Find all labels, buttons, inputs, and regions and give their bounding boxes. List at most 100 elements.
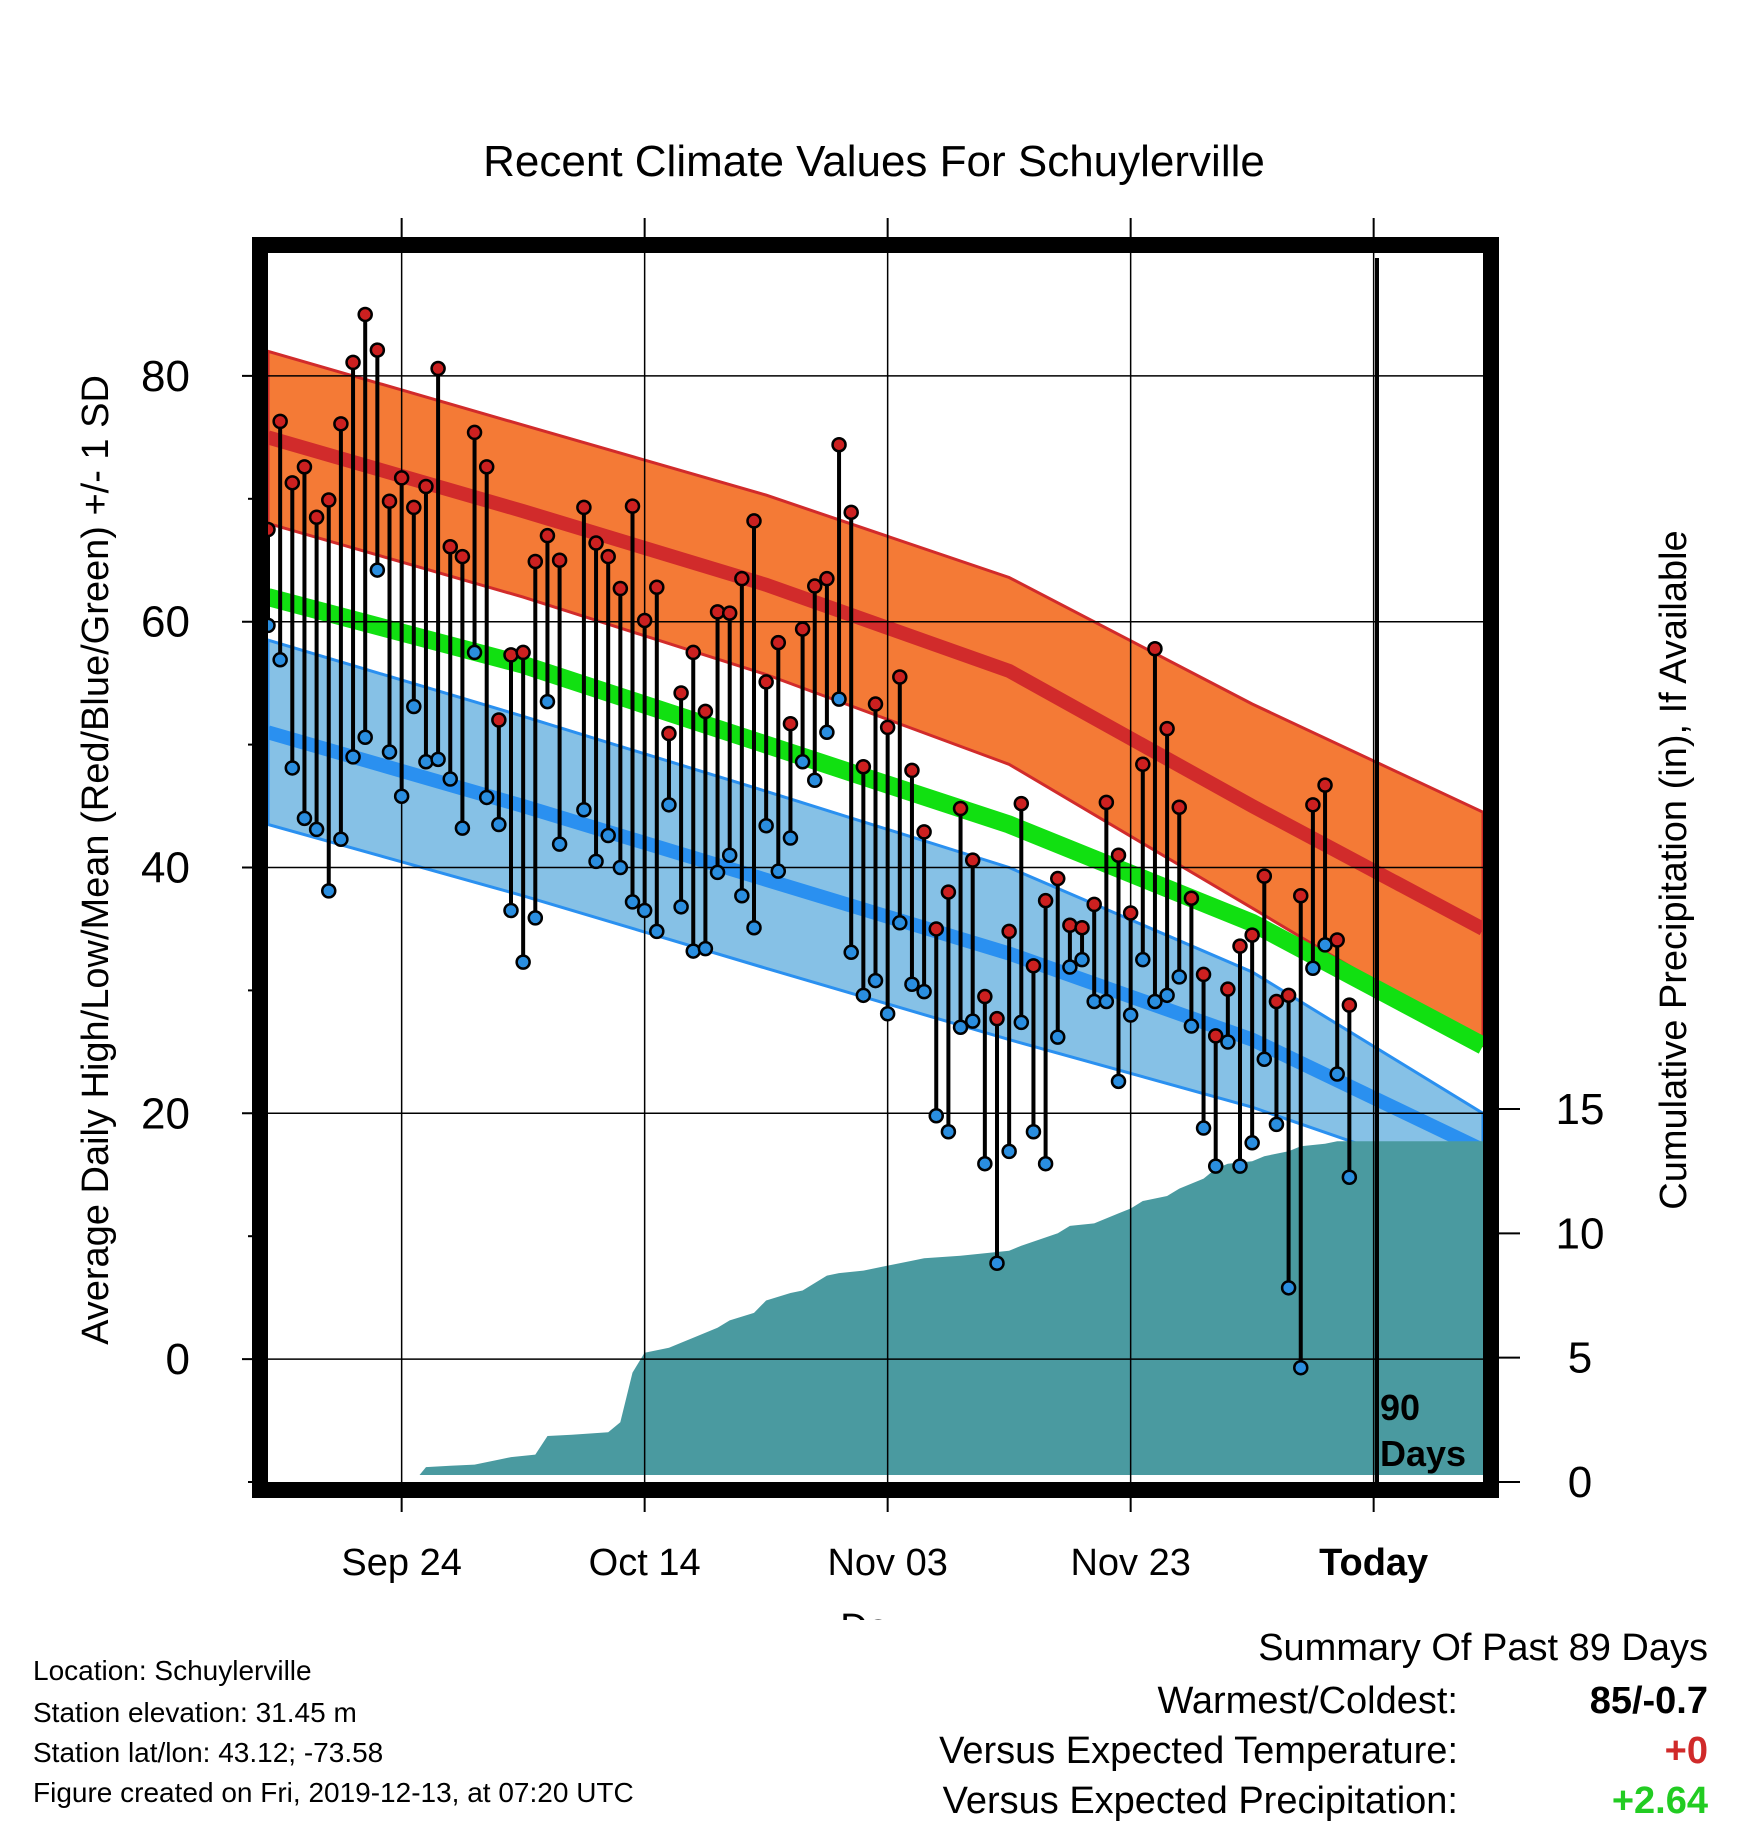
obs-low-point bbox=[1256, 1051, 1273, 1067]
obs-high-point bbox=[454, 548, 471, 565]
obs-low-point bbox=[430, 751, 446, 768]
obs-high-point bbox=[503, 647, 519, 663]
obs-high-point bbox=[612, 580, 629, 597]
obs-low-point bbox=[1135, 951, 1151, 968]
obs-high-point bbox=[673, 685, 689, 701]
obs-high-point bbox=[1122, 905, 1139, 921]
observations bbox=[260, 306, 1358, 1376]
precipitation-area bbox=[419, 1141, 1483, 1475]
obs-high-point bbox=[649, 579, 665, 596]
obs-high-point bbox=[284, 475, 301, 491]
obs-high-point bbox=[697, 703, 714, 720]
obs-low-point bbox=[1159, 987, 1175, 1004]
obs-low-point bbox=[393, 788, 410, 804]
obs-low-point bbox=[600, 827, 616, 844]
obs-low-point bbox=[1122, 1007, 1139, 1023]
obs-high-point bbox=[1110, 847, 1127, 863]
summary-temp-value: +0 bbox=[1664, 1730, 1708, 1772]
obs-high-point bbox=[576, 499, 592, 516]
obs-low-point bbox=[1037, 1155, 1054, 1172]
obs-high-point bbox=[685, 644, 701, 661]
x-axis-label: Day bbox=[840, 1607, 908, 1620]
obs-high-point bbox=[721, 605, 738, 621]
obs-low-point bbox=[709, 864, 726, 881]
obs-low-point bbox=[1280, 1280, 1297, 1296]
obs-high-point bbox=[321, 492, 337, 508]
obs-low-point bbox=[503, 902, 519, 919]
obs-high-point bbox=[357, 306, 373, 323]
summary-warmest-label: Warmest/Coldest: bbox=[1157, 1680, 1458, 1722]
obs-high-point bbox=[588, 535, 604, 551]
obs-high-point bbox=[442, 538, 458, 555]
obs-high-point bbox=[1086, 896, 1102, 913]
obs-high-point bbox=[819, 570, 835, 587]
obs-low-point bbox=[673, 899, 689, 915]
obs-low-point bbox=[1244, 1135, 1260, 1151]
obs-high-point bbox=[1293, 888, 1309, 904]
obs-low-point bbox=[576, 801, 592, 818]
obs-high-point bbox=[1050, 870, 1066, 887]
obs-low-point bbox=[1074, 951, 1090, 968]
obs-low-point bbox=[1293, 1359, 1309, 1376]
obs-high-point bbox=[1001, 923, 1017, 940]
obs-high-point bbox=[624, 498, 641, 514]
y-tick-label: 0 bbox=[166, 1335, 190, 1384]
obs-low-point bbox=[381, 744, 398, 760]
obs-low-point bbox=[649, 923, 665, 940]
obs-low-point bbox=[1341, 1169, 1358, 1185]
obs-low-point bbox=[1110, 1073, 1127, 1090]
obs-low-point bbox=[527, 910, 544, 926]
obs-high-point bbox=[1305, 797, 1321, 813]
obs-high-point bbox=[1098, 794, 1115, 811]
obs-low-point bbox=[782, 830, 799, 846]
obs-low-point bbox=[904, 976, 920, 993]
obs-high-point bbox=[904, 762, 920, 779]
obs-low-point bbox=[588, 853, 604, 870]
y-tick-label: 80 bbox=[141, 352, 190, 401]
obs-low-point bbox=[977, 1155, 993, 1172]
obs-high-point bbox=[369, 342, 386, 358]
info-created: Figure created on Fri, 2019-12-13, at 07… bbox=[33, 1777, 634, 1808]
obs-high-point bbox=[928, 921, 944, 937]
obs-high-point bbox=[855, 758, 872, 775]
obs-low-point bbox=[1013, 1014, 1030, 1031]
obs-low-point bbox=[794, 754, 811, 770]
obs-low-point bbox=[1062, 959, 1078, 975]
obs-high-point bbox=[1220, 981, 1236, 997]
obs-low-point bbox=[1171, 969, 1187, 985]
obs-low-point bbox=[636, 902, 653, 919]
obs-high-point bbox=[418, 478, 434, 495]
obs-low-point bbox=[1001, 1143, 1017, 1160]
obs-high-point bbox=[964, 852, 981, 868]
y-axis-label: Average Daily High/Low/Mean (Red/Blue/Gr… bbox=[75, 375, 117, 1345]
info-elevation: Station elevation: 31.45 m bbox=[33, 1697, 357, 1728]
obs-low-point bbox=[843, 944, 859, 961]
y2-tick-label: 0 bbox=[1568, 1458, 1592, 1507]
obs-low-point bbox=[1183, 1018, 1200, 1034]
obs-low-point bbox=[284, 760, 301, 776]
obs-high-point bbox=[734, 570, 750, 587]
obs-low-point bbox=[746, 919, 762, 936]
obs-low-point bbox=[721, 847, 738, 863]
obs-low-point bbox=[357, 729, 373, 745]
obs-high-point bbox=[296, 459, 313, 475]
obs-high-point bbox=[333, 416, 349, 432]
obs-low-point bbox=[624, 894, 641, 910]
chart-title: Recent Climate Values For Schuylerville bbox=[483, 137, 1265, 186]
obs-high-point bbox=[843, 504, 859, 521]
x-tick-label: Nov 03 bbox=[827, 1542, 947, 1584]
obs-low-point bbox=[466, 644, 483, 661]
obs-high-point bbox=[758, 674, 774, 690]
obs-high-point bbox=[1317, 777, 1333, 793]
obs-low-point bbox=[734, 888, 750, 904]
x-tick-label: Sep 24 bbox=[341, 1542, 461, 1584]
climate-chart: Recent Climate Values For Schuylerville … bbox=[75, 137, 1695, 1620]
obs-high-point bbox=[1341, 997, 1358, 1013]
x-tick-label: Nov 23 bbox=[1070, 1542, 1190, 1584]
summary-precip-value: +2.64 bbox=[1611, 1780, 1708, 1822]
obs-low-point bbox=[478, 789, 495, 806]
obs-low-point bbox=[1098, 993, 1115, 1010]
obs-low-point bbox=[770, 863, 787, 879]
obs-high-point bbox=[1159, 720, 1175, 737]
obs-low-point bbox=[1268, 1116, 1285, 1133]
